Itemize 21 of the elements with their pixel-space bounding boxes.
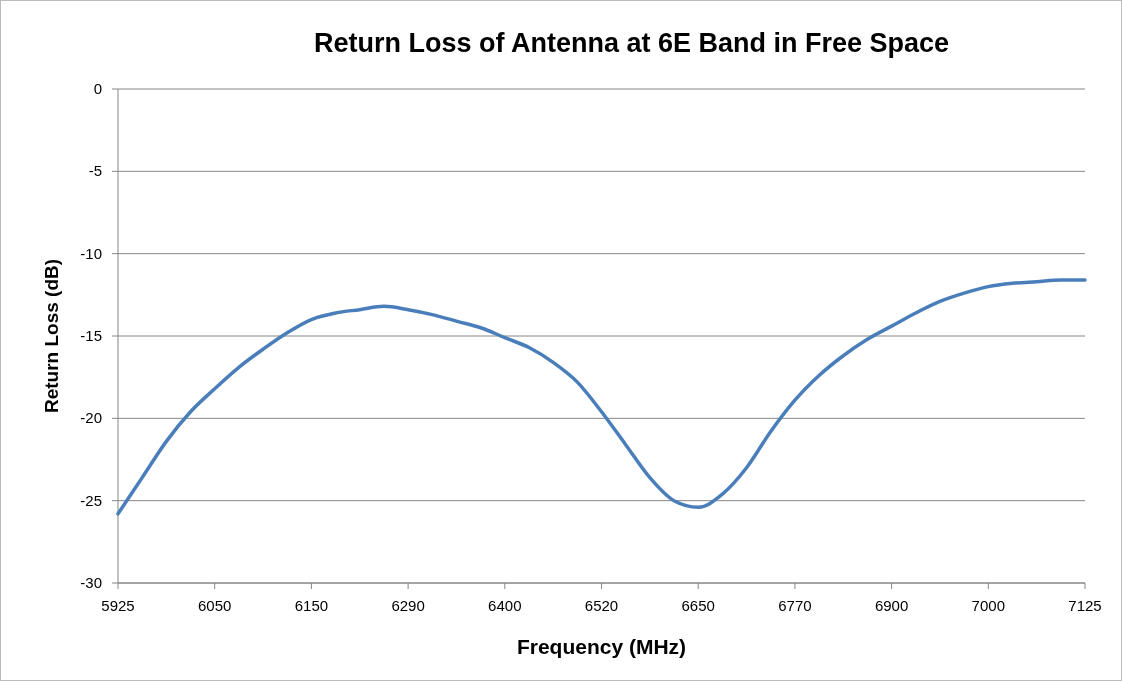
chart-title: Return Loss of Antenna at 6E Band in Free Space <box>313 28 950 58</box>
x-tick-label: 6150 <box>294 597 329 614</box>
x-tick-label: 6900 <box>874 597 909 614</box>
x-tick-label: 6050 <box>198 597 232 614</box>
y-tick-label: -30 <box>80 574 102 591</box>
x-tick-label: 6290 <box>391 597 425 614</box>
x-tick-label: 6770 <box>778 597 812 614</box>
y-tick-label: -25 <box>80 491 102 509</box>
y-axis-title: Return Loss (dB) <box>41 258 62 414</box>
y-tick-label: -20 <box>80 409 102 427</box>
x-tick-label: 5925 <box>101 597 135 614</box>
y-tick-label: 0 <box>93 80 102 97</box>
x-tick-label: 7000 <box>971 597 1005 614</box>
y-tick-label: -5 <box>88 162 102 180</box>
x-tick-label: 6650 <box>681 597 715 614</box>
y-tick-label: -15 <box>80 327 102 344</box>
x-axis-title: Frequency (MHz) <box>516 635 687 658</box>
x-tick-label: 7125 <box>1068 597 1102 614</box>
y-tick-label: -10 <box>80 244 102 262</box>
x-tick-label: 6520 <box>584 597 619 614</box>
x-tick-label: 6400 <box>488 597 522 614</box>
